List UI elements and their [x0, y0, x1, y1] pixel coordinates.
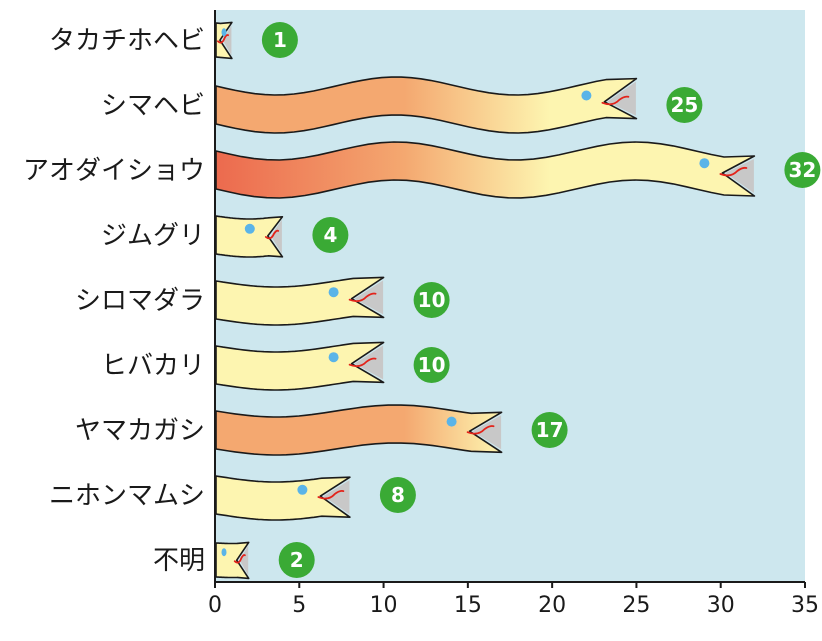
snake-body	[215, 76, 638, 134]
mouth-shadow	[270, 219, 282, 254]
snake-body	[215, 341, 385, 391]
snake-body	[215, 404, 503, 456]
eye	[297, 484, 308, 495]
snake-bar	[215, 21, 233, 60]
snake-bar	[215, 141, 756, 199]
value-badge: 1	[261, 22, 298, 58]
value-badge: 10	[413, 282, 450, 318]
eye	[328, 352, 339, 363]
x-tick-label: 30	[707, 593, 735, 618]
value-badge-circle	[666, 87, 703, 123]
value-badge: 8	[379, 477, 416, 513]
snake-body	[215, 276, 385, 326]
value-badge: 25	[666, 87, 703, 123]
tongue	[233, 554, 246, 564]
category-label: シマヘビ	[101, 91, 205, 121]
tongue	[719, 166, 748, 177]
value-badge-circle	[531, 412, 568, 448]
mouth-shadow	[472, 415, 502, 450]
mouth-shadow	[323, 480, 350, 515]
snake-bar	[215, 276, 385, 326]
x-tick-label: 5	[292, 593, 306, 618]
tongue	[601, 95, 630, 106]
snake-body	[215, 475, 351, 521]
value-badge: 10	[413, 347, 450, 383]
tongue	[348, 357, 377, 368]
snake-body	[215, 215, 284, 258]
category-label: ニホンマムシ	[49, 481, 205, 511]
category-label: アオダイショウ	[23, 156, 205, 186]
eye	[446, 416, 457, 427]
snake-body	[215, 21, 233, 60]
value-label: 17	[536, 418, 564, 442]
x-tick-label: 10	[370, 593, 398, 618]
tongue	[466, 425, 495, 435]
eye	[328, 287, 339, 298]
x-tick-label: 20	[538, 593, 566, 618]
mouth-shadow	[239, 545, 249, 576]
value-badge: 32	[784, 152, 821, 188]
value-badge-circle	[312, 217, 349, 253]
bars-layer: 1 25 32 4 10 10 17 8 2	[215, 21, 821, 580]
mouth-shadow	[354, 345, 384, 380]
snake-body	[215, 141, 756, 199]
value-badge-circle	[413, 347, 450, 383]
tongue	[264, 229, 280, 240]
value-label: 1	[273, 28, 287, 52]
eye	[699, 158, 710, 169]
value-badge-circle	[784, 152, 821, 188]
eye	[244, 223, 255, 234]
tongue	[317, 490, 345, 500]
category-label: タカチホヘビ	[49, 26, 205, 56]
category-label: ジムグリ	[101, 221, 205, 251]
value-label: 25	[670, 93, 698, 117]
category-label: ヤマカガシ	[75, 416, 205, 446]
x-tick-label: 0	[208, 593, 222, 618]
tongue	[348, 292, 377, 303]
tongue	[217, 34, 229, 44]
value-label: 10	[418, 353, 446, 377]
snake-bar	[215, 76, 638, 134]
snake-bar	[215, 341, 385, 391]
x-tick-label: 25	[622, 593, 650, 618]
value-badge: 17	[531, 412, 568, 448]
category-labels: タカチホヘビシマヘビアオダイショウジムグリシロマダラヒバカリヤマカガシニホンマム…	[23, 26, 205, 576]
snake-bar	[215, 215, 284, 258]
value-badge-circle	[278, 542, 315, 578]
category-label: シロマダラ	[75, 286, 205, 316]
category-label: 不明	[153, 546, 205, 576]
x-tick-label: 35	[791, 593, 819, 618]
mouth-shadow	[354, 280, 384, 315]
value-label: 10	[418, 288, 446, 312]
x-axis: 0 5 10 15 20 25 30 35	[208, 10, 819, 618]
value-badge: 4	[312, 217, 349, 253]
value-label: 8	[391, 483, 405, 507]
snake-bar	[215, 475, 351, 521]
snake-bar	[215, 541, 250, 580]
value-badge-circle	[261, 22, 298, 58]
eye	[581, 90, 592, 101]
value-badge-circle	[413, 282, 450, 318]
category-label: ヒバカリ	[101, 351, 205, 381]
value-label: 32	[788, 158, 816, 182]
mouth-shadow	[222, 25, 232, 56]
value-label: 2	[290, 548, 304, 572]
value-label: 4	[323, 223, 337, 247]
x-tick-label: 15	[454, 593, 482, 618]
value-badge: 2	[278, 542, 315, 578]
eye	[221, 28, 227, 37]
snake-bar	[215, 404, 503, 456]
value-badge-circle	[379, 477, 416, 513]
eye	[221, 548, 227, 557]
